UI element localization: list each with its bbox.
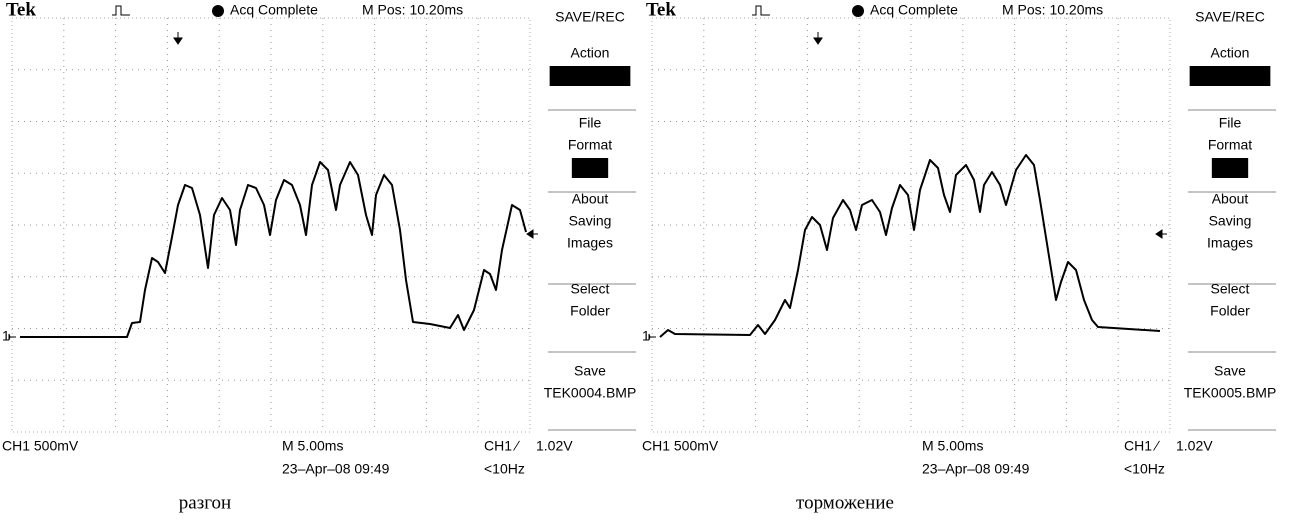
menu-title: SAVE/REC: [1195, 9, 1265, 25]
trigger-freq: <10Hz: [484, 461, 525, 477]
menu-label: File: [1219, 115, 1242, 131]
acq-status: Acq Complete: [870, 2, 958, 18]
menu-label: TEK0004.BMP: [544, 385, 637, 401]
highlight-bg: [549, 66, 631, 86]
brand: Tek: [646, 0, 676, 20]
highlight-bg: [1189, 66, 1271, 86]
menu-label: Images: [1207, 235, 1253, 251]
menu-label: Format: [1208, 137, 1252, 153]
ch1-scale: CH1 500mV: [2, 438, 79, 454]
trigger-pos-marker: [813, 32, 823, 45]
trigger-icon: [752, 5, 770, 16]
trigger-level-marker: [1155, 229, 1167, 239]
date-time: 23–Apr–08 09:49: [282, 461, 390, 477]
timebase: M 5.00ms: [282, 438, 343, 454]
menu-label: About: [1212, 191, 1249, 207]
menu-label: Action: [571, 45, 610, 61]
ground-marker: 1: [642, 328, 650, 344]
menu-label: Save: [574, 363, 606, 379]
date-time: 23–Apr–08 09:49: [922, 461, 1030, 477]
menu-label: TEK0005.BMP: [1184, 385, 1277, 401]
menu-label: Saving: [1209, 213, 1252, 229]
m-pos: M Pos: 10.20ms: [362, 2, 463, 18]
trigger-icon: [112, 5, 130, 16]
menu-label: Save: [1214, 363, 1246, 379]
menu-label: File: [579, 115, 602, 131]
menu-label: Action: [1211, 45, 1250, 61]
trigger-source: CH1 ∕: [1124, 438, 1161, 454]
menu-option-selected: BMP: [575, 159, 605, 175]
trigger-source: CH1 ∕: [484, 438, 521, 454]
menu-label: Select: [1211, 281, 1250, 297]
menu-label: Format: [568, 137, 612, 153]
menu-label: Images: [567, 235, 613, 251]
trigger-level: 1.02V: [536, 438, 573, 454]
ground-arrow: [648, 333, 656, 341]
menu-label: Folder: [570, 303, 610, 319]
waveform: [20, 161, 527, 338]
ground-marker: 1: [2, 328, 10, 344]
acq-dot: [852, 5, 864, 17]
m-pos: M Pos: 10.20ms: [1002, 2, 1103, 18]
menu-option-selected: BMP: [1215, 159, 1245, 175]
scope-panel: Tek Acq Complete M Pos: 10.20ms 1 SAVE/REC Ac…: [642, 0, 1276, 513]
trigger-pos-marker: [173, 32, 183, 45]
ground-arrow: [8, 333, 16, 341]
caption: разгон: [179, 492, 231, 513]
trigger-freq: <10Hz: [1124, 461, 1165, 477]
trigger-level-marker: [526, 229, 538, 239]
menu-label: Saving: [569, 213, 612, 229]
highlight-bg: [1211, 158, 1249, 178]
acq-dot: [212, 5, 224, 17]
waveform: [659, 154, 1161, 338]
brand: Tek: [6, 0, 36, 20]
menu-label: About: [572, 191, 609, 207]
menu-option-selected: Save Image: [1193, 67, 1268, 83]
menu-title: SAVE/REC: [555, 9, 625, 25]
timebase: M 5.00ms: [922, 438, 983, 454]
menu-label: Folder: [1210, 303, 1250, 319]
ch1-scale: CH1 500mV: [642, 438, 719, 454]
highlight-bg: [571, 158, 609, 178]
trigger-level: 1.02V: [1176, 438, 1213, 454]
menu-option-selected: Save Image: [553, 67, 628, 83]
menu-label: Select: [571, 281, 610, 297]
caption: торможение: [796, 492, 894, 513]
scope-panel: Tek Acq Complete M Pos: 10.20ms 1 SAVE/REC Ac…: [2, 0, 636, 513]
acq-status: Acq Complete: [230, 2, 318, 18]
